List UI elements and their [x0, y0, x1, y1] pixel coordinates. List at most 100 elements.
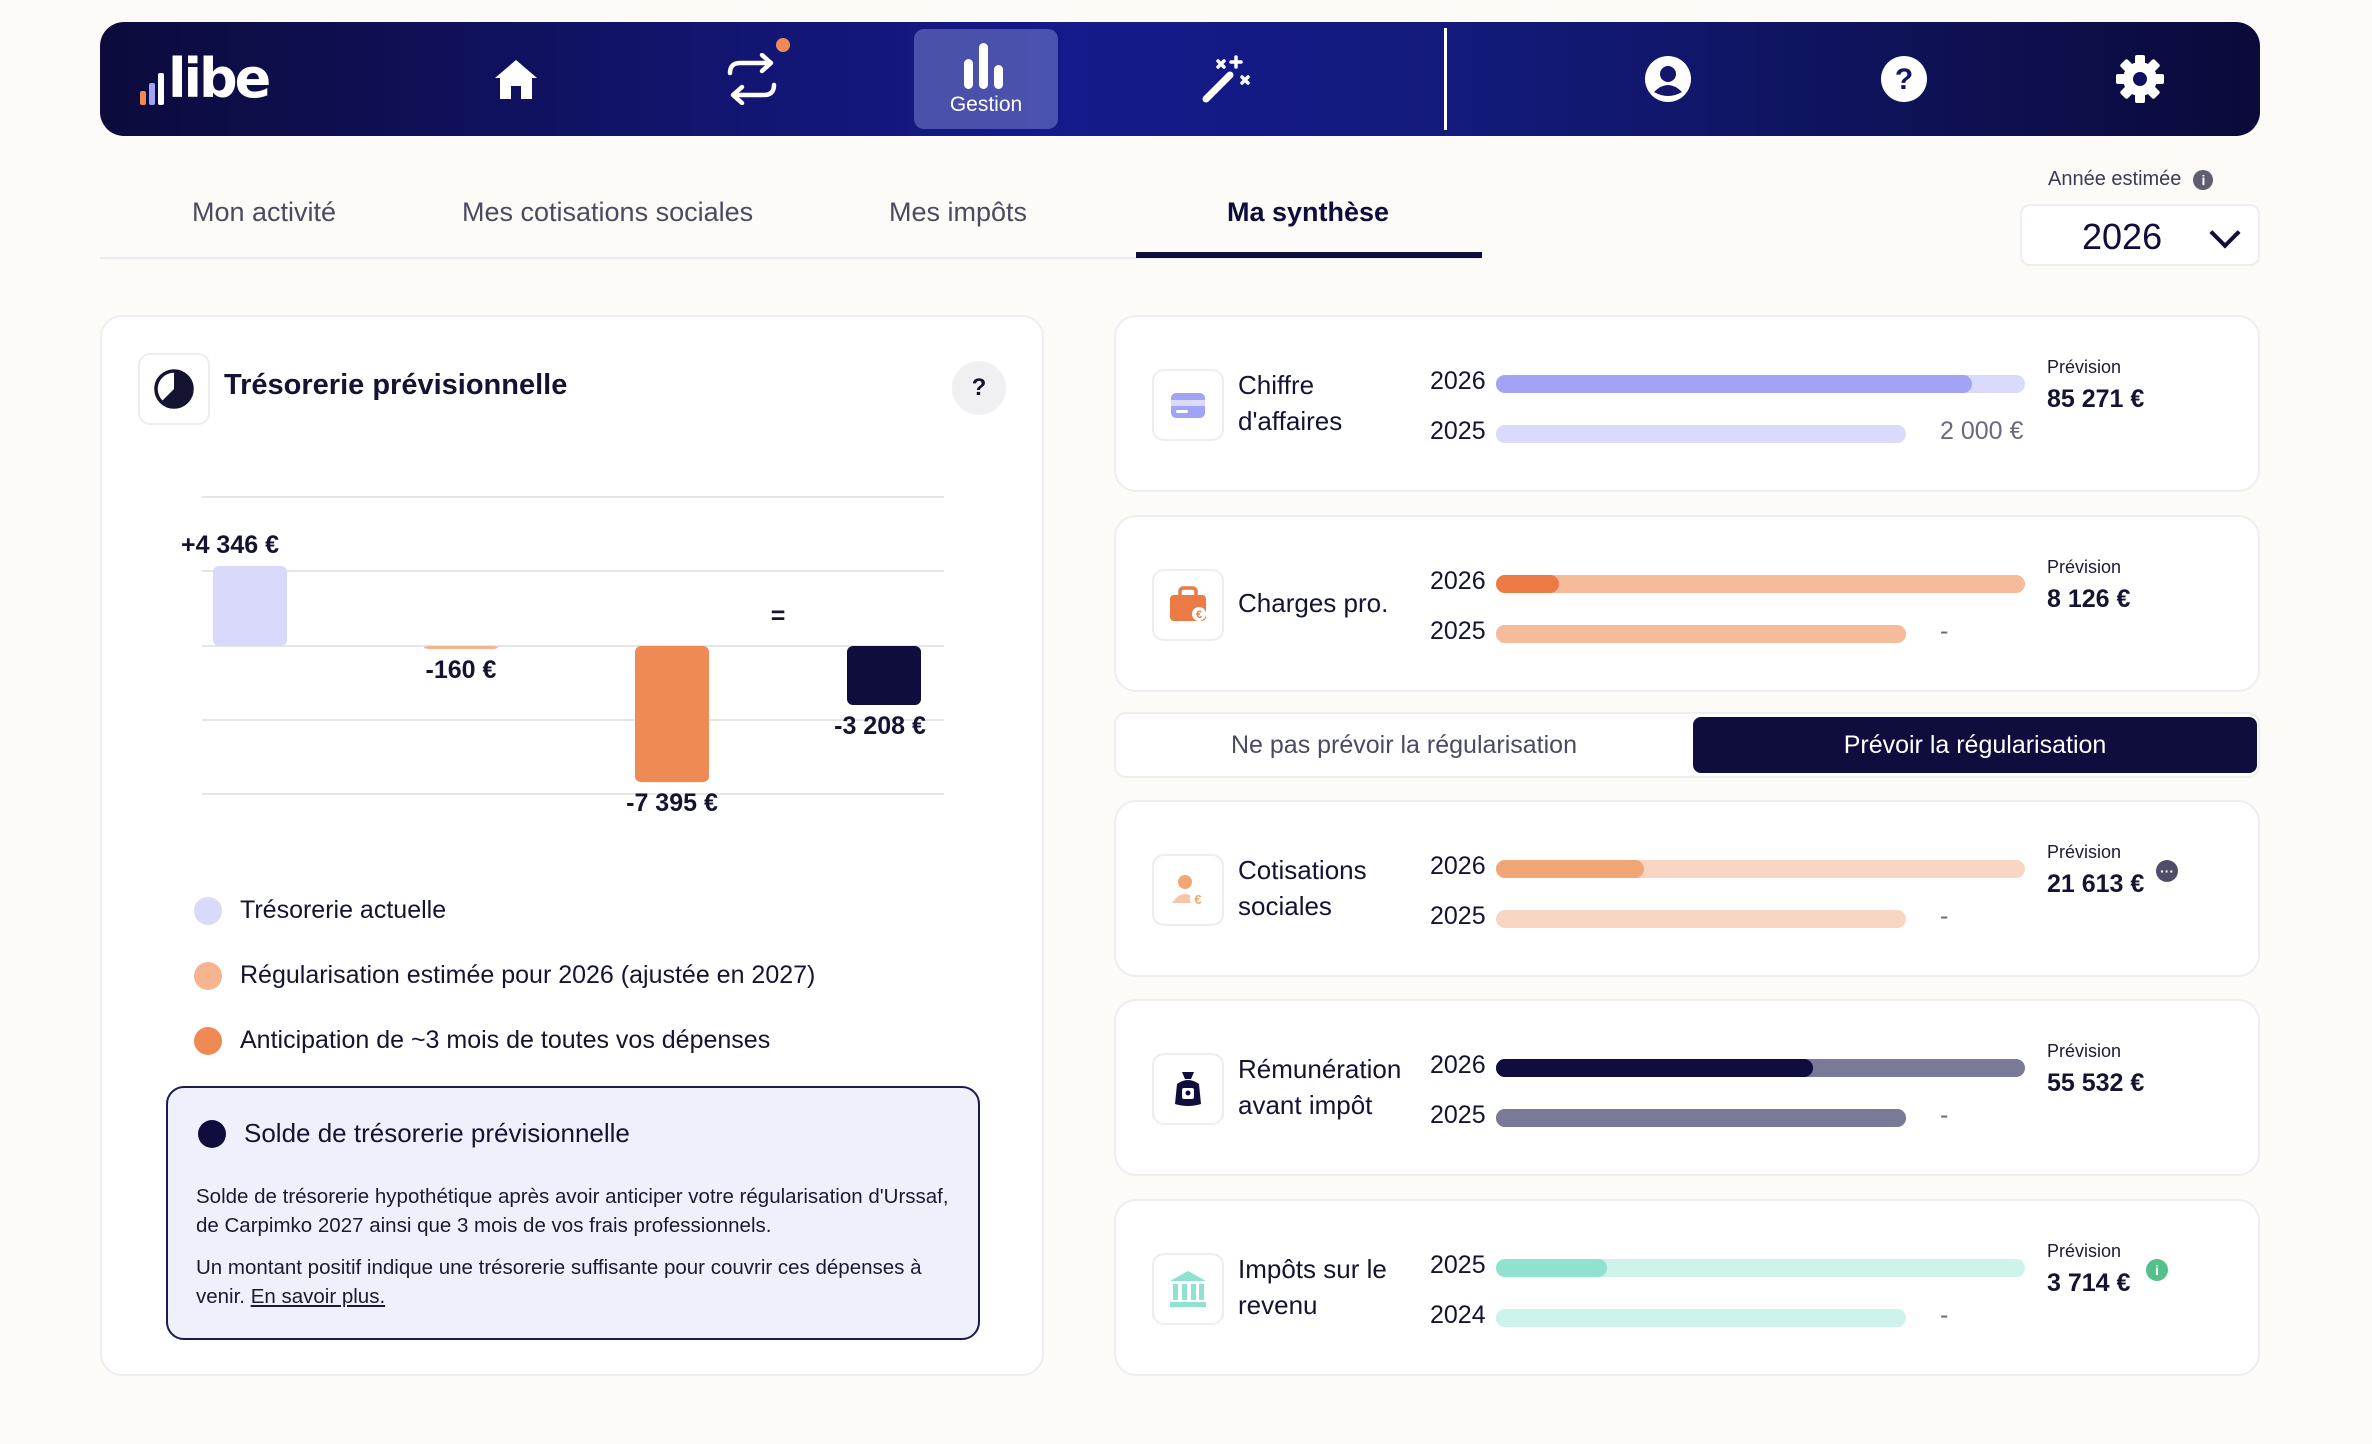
metric-bar-track	[1496, 1109, 1906, 1127]
svg-text:?: ?	[1895, 63, 1913, 96]
magic-wand-icon	[1202, 55, 1250, 103]
metric-bar-fill	[1496, 1309, 1906, 1327]
logo-text: libe	[168, 47, 271, 110]
nav-divider	[1444, 28, 1447, 130]
metric-bar-fill	[1496, 1259, 1607, 1277]
metric-label-line2: sociales	[1238, 891, 1332, 921]
legend-label: Trésorerie actuelle	[240, 896, 447, 924]
toggle-ne-pas-prevoir[interactable]: Ne pas prévoir la régularisation	[1230, 731, 1577, 759]
metric-label: Chiffre	[1238, 370, 1315, 400]
solde-description: Solde de trésorerie hypothétique après a…	[196, 1185, 949, 1237]
tresorerie-title: Trésorerie prévisionnelle	[224, 369, 568, 401]
user-icon	[1645, 56, 1691, 102]
prevision-value: 85 271 €	[2047, 385, 2145, 413]
info-icon[interactable]: i	[2193, 169, 2214, 190]
libe-logo[interactable]: libe	[140, 47, 271, 110]
nav-transfers[interactable]	[682, 22, 822, 136]
transfer-icon	[727, 53, 777, 105]
nav-gestion[interactable]: Gestion	[914, 29, 1058, 129]
metric-label: Charges pro.	[1238, 588, 1389, 618]
metric-bar-fill	[1496, 910, 1906, 928]
metric-year: 2025	[1430, 417, 1486, 445]
tab-mon-activite[interactable]: Mon activité	[192, 197, 337, 227]
waterfall-bar	[424, 646, 498, 649]
nav-gestion-label: Gestion	[949, 93, 1023, 116]
legend-dot	[198, 1119, 226, 1148]
metric-label-line2: d'affaires	[1238, 406, 1343, 436]
home-icon	[495, 60, 537, 99]
help-button[interactable]: ?	[952, 361, 1006, 415]
prevision-label: Prévision	[2047, 1241, 2122, 1261]
prevision-value: 8 126 €	[2047, 585, 2131, 613]
legend-dot	[194, 1026, 222, 1055]
prevision-value: 3 714 €	[2047, 1269, 2131, 1297]
solde-info-box: Solde de trésorerie prévisionnelle Solde…	[166, 1086, 980, 1340]
info-icon[interactable]: i	[2146, 1259, 2168, 1281]
solde-note: Un montant positif indique une trésoreri…	[196, 1253, 956, 1311]
legend-dot	[194, 896, 222, 925]
nav-help[interactable]: ?	[1834, 22, 1974, 136]
year-select[interactable]: 2026	[2020, 204, 2260, 266]
pie-chart-icon	[138, 353, 210, 425]
tab-mes-cotisations-sociales[interactable]: Mes cotisations sociales	[462, 197, 754, 227]
waterfall-bar	[635, 646, 709, 783]
year-value: 2026	[2082, 216, 2163, 257]
metric-bar-fill	[1496, 625, 1906, 643]
regularisation-toggle: Ne pas prévoir la régularisation Prévoir…	[1114, 712, 2260, 778]
year-selector-label: Année estimée i	[2048, 168, 2214, 191]
chevron-down-icon	[2209, 217, 2241, 249]
metric-prev-year-value: 2 000 €	[1940, 417, 2024, 445]
metric-bar-track	[1496, 860, 2025, 878]
year-label-text: Année estimée	[2048, 168, 2182, 190]
metric-label-line2: avant impôt	[1238, 1090, 1373, 1120]
person-euro-icon: €	[1152, 854, 1224, 926]
learn-more-link[interactable]: En savoir plus.	[250, 1285, 386, 1308]
metric-label: Impôts sur le	[1238, 1254, 1387, 1284]
wallet-icon	[1152, 369, 1224, 441]
metric-year: 2026	[1430, 567, 1486, 595]
waterfall-chart: +4 346 € -160 € -7 395 € -3 208 € =	[181, 496, 944, 817]
active-tab-indicator	[1136, 252, 1482, 258]
equals-sign: =	[771, 602, 786, 630]
metric-year: 2025	[1430, 617, 1486, 645]
metric-card: € Charges pro. 2026 2025 - Prévision 8 126 €	[1114, 515, 2260, 692]
nav-home[interactable]	[446, 22, 586, 136]
metric-bar-fill	[1496, 1059, 1813, 1077]
svg-text:€: €	[1194, 892, 1201, 907]
prevision-value: 55 532 €	[2047, 1069, 2145, 1097]
tresorerie-card: Trésorerie prévisionnelle ? +4 346 € -160…	[100, 315, 1044, 1376]
legend-label: Régularisation estimée pour 2026 (ajusté…	[240, 961, 816, 989]
waterfall-value-label: -7 395 €	[626, 789, 718, 817]
tab-mes-impots[interactable]: Mes impôts	[889, 197, 1028, 227]
waterfall-value-label: -3 208 €	[834, 712, 926, 740]
legend-item-tresorerie-actuelle: Trésorerie actuelle	[194, 896, 446, 925]
metric-year: 2025	[1430, 1251, 1486, 1279]
waterfall-value-label: -160 €	[426, 656, 497, 684]
gestion-chart-icon	[964, 43, 1003, 89]
solde-note-text: Un montant positif indique une trésoreri…	[196, 1256, 922, 1308]
metric-card: Chiffre d'affaires 2026 2025 2 000 € Prévisio…	[1114, 315, 2260, 492]
prevision-label: Prévision	[2047, 842, 2122, 862]
metric-label-line2: revenu	[1238, 1290, 1318, 1320]
tab-ma-synthese[interactable]: Ma synthèse	[1227, 197, 1390, 227]
solde-title-text: Solde de trésorerie prévisionnelle	[244, 1118, 630, 1148]
metric-year: 2025	[1430, 902, 1486, 930]
metric-label: Cotisations	[1238, 855, 1367, 885]
metric-bar-track	[1496, 575, 2025, 593]
nav-magic[interactable]	[1154, 22, 1294, 136]
prevision-label: Prévision	[2047, 1041, 2122, 1061]
nav-settings[interactable]	[2070, 22, 2210, 136]
toggle-prevoir[interactable]: Prévoir la régularisation	[1693, 717, 2257, 773]
waterfall-bar	[847, 646, 921, 706]
waterfall-value-label: +4 346 €	[181, 531, 279, 559]
metric-prev-year-value: -	[1940, 1101, 1949, 1129]
metric-card: € Cotisations sociales 2026 2025 - Prévision 21…	[1114, 800, 2260, 977]
metric-bar-track	[1496, 425, 1906, 443]
metric-bar-track	[1496, 1059, 2025, 1077]
nav-profile[interactable]	[1598, 22, 1738, 136]
settings-icon	[2116, 55, 2164, 103]
more-options-icon[interactable]: ···	[2156, 860, 2178, 882]
section-tabs: Mon activité Mes cotisations sociales Me…	[100, 185, 1482, 259]
metric-bar-track	[1496, 625, 1906, 643]
legend-dot	[194, 961, 222, 990]
